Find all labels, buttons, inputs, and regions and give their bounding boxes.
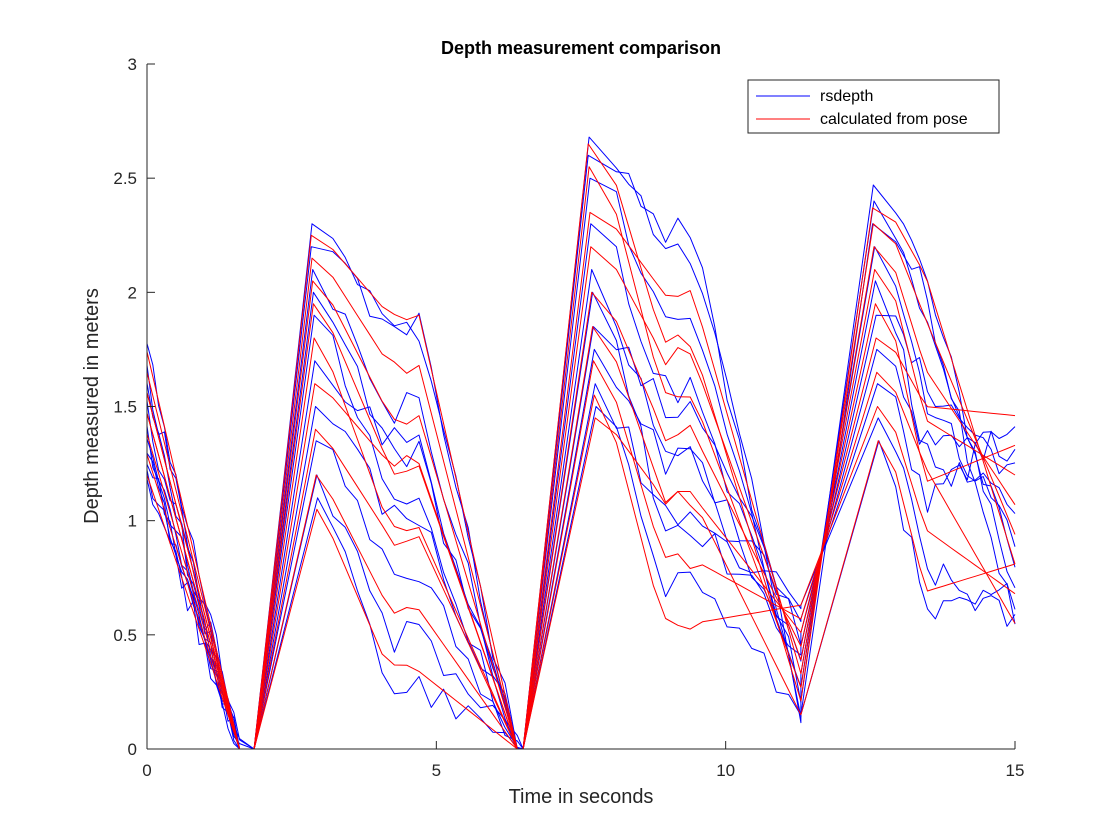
legend-label-calculated: calculated from pose [820, 111, 968, 128]
x-tick-label: 5 [432, 761, 441, 780]
y-tick-label: 1 [128, 512, 137, 531]
y-tick-label: 2.5 [113, 169, 137, 188]
y-axis-label: Depth measured in meters [81, 288, 103, 524]
y-tick-label: 0.5 [113, 626, 137, 645]
ticks-layer: 0 5 10 15 0 0.5 1 1.5 2 2.5 3 [113, 55, 1024, 780]
y-tick-label: 3 [128, 55, 137, 74]
legend: rsdepth calculated from pose [747, 79, 1000, 134]
x-tick-label: 10 [716, 761, 735, 780]
legend-box [747, 79, 1000, 134]
x-axis-label: Time in seconds [509, 786, 654, 808]
y-tick-label: 2 [128, 283, 137, 302]
x-tick-label: 15 [1006, 761, 1025, 780]
chart-title: Depth measurement comparison [441, 38, 721, 58]
y-tick-label: 1.5 [113, 398, 137, 417]
legend-label-rsdepth: rsdepth [820, 88, 873, 105]
y-tick-label: 0 [128, 740, 137, 759]
x-tick-label: 0 [142, 761, 151, 780]
